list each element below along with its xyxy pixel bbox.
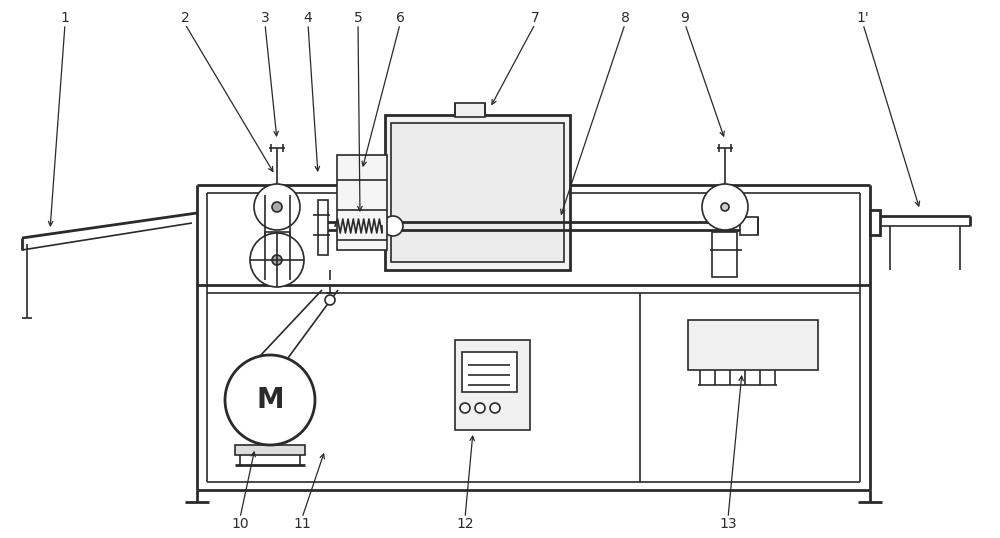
Bar: [462, 352, 517, 392]
Bar: [337, 155, 387, 250]
Circle shape: [475, 403, 485, 413]
Circle shape: [273, 203, 281, 211]
Circle shape: [250, 233, 304, 287]
Text: 2: 2: [181, 11, 189, 25]
Circle shape: [325, 295, 335, 305]
Circle shape: [460, 403, 470, 413]
Bar: [391, 123, 564, 262]
Text: 11: 11: [293, 517, 311, 531]
Bar: [870, 210, 880, 235]
Text: 9: 9: [681, 11, 689, 25]
Text: 1: 1: [61, 11, 69, 25]
Circle shape: [225, 355, 315, 445]
Bar: [385, 115, 570, 270]
Text: 4: 4: [304, 11, 312, 25]
Bar: [712, 232, 737, 277]
Circle shape: [702, 184, 748, 230]
Text: 7: 7: [531, 11, 539, 25]
Text: 3: 3: [261, 11, 269, 25]
Text: 12: 12: [456, 517, 474, 531]
Circle shape: [383, 216, 403, 236]
Circle shape: [721, 203, 729, 211]
Bar: [688, 320, 818, 370]
Bar: [318, 200, 328, 255]
Text: M: M: [256, 386, 284, 414]
Circle shape: [272, 255, 282, 265]
Bar: [235, 445, 305, 455]
Text: 13: 13: [719, 517, 737, 531]
Bar: [740, 217, 758, 235]
Circle shape: [490, 403, 500, 413]
Bar: [455, 103, 485, 117]
Bar: [265, 232, 290, 277]
Text: 5: 5: [354, 11, 362, 25]
Text: 10: 10: [231, 517, 249, 531]
Bar: [455, 340, 530, 430]
Circle shape: [272, 202, 282, 212]
Text: 1': 1': [857, 11, 869, 25]
Text: 6: 6: [396, 11, 404, 25]
Text: 8: 8: [621, 11, 629, 25]
Circle shape: [254, 184, 300, 230]
